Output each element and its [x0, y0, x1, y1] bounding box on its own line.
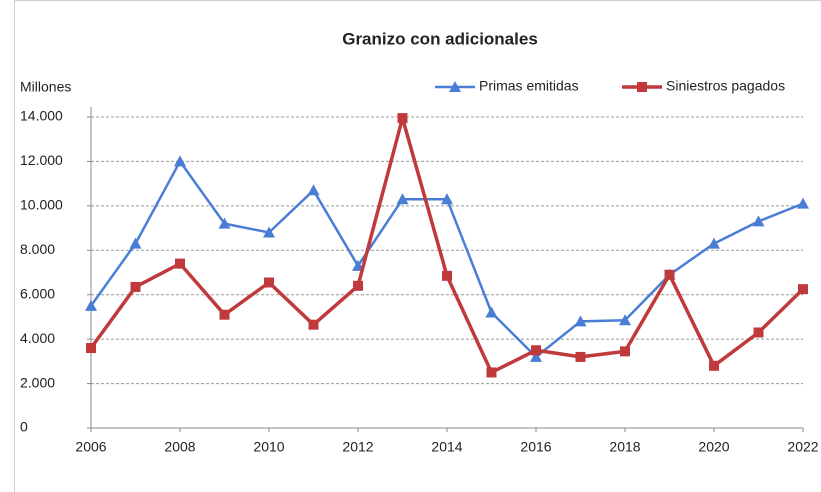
marker — [753, 327, 764, 338]
marker — [575, 351, 586, 362]
y-tick-label: 0 — [20, 419, 28, 435]
legend-label: Primas emitidas — [479, 78, 579, 94]
marker — [264, 277, 274, 288]
marker — [442, 270, 452, 281]
chart-title: Granizo con adicionales — [342, 29, 538, 48]
y-tick-label: 2.000 — [20, 374, 55, 390]
x-tick-label: 2008 — [164, 439, 195, 455]
marker — [441, 193, 453, 205]
y-tick-label: 4.000 — [20, 330, 55, 346]
marker — [353, 280, 363, 291]
x-tick-label: 2012 — [342, 439, 373, 455]
marker — [86, 343, 96, 354]
y-tick-label: 10.000 — [20, 197, 63, 213]
marker — [218, 217, 231, 229]
y-tick-label: 8.000 — [20, 241, 55, 257]
x-tick-label: 2006 — [75, 439, 106, 455]
marker — [307, 184, 320, 196]
marker — [485, 306, 498, 318]
marker — [308, 319, 319, 330]
y-axis-label: Millones — [20, 79, 71, 95]
x-tick-label: 2010 — [253, 439, 284, 455]
marker — [797, 197, 809, 209]
marker — [664, 269, 675, 280]
marker — [752, 215, 765, 227]
marker — [798, 284, 808, 295]
y-tick-label: 6.000 — [20, 285, 55, 301]
legend-label: Siniestros pagados — [666, 78, 785, 94]
marker — [574, 315, 587, 327]
marker — [530, 350, 542, 362]
x-tick-label: 2018 — [609, 439, 640, 455]
marker — [486, 367, 497, 378]
marker — [397, 113, 408, 124]
marker — [637, 82, 647, 92]
marker — [620, 346, 630, 357]
marker — [130, 281, 141, 292]
marker — [263, 226, 275, 238]
x-tick-label: 2016 — [520, 439, 551, 455]
marker — [708, 237, 720, 249]
marker — [619, 314, 631, 326]
marker — [531, 345, 541, 356]
marker — [85, 299, 97, 311]
marker — [219, 309, 230, 320]
x-tick-label: 2020 — [698, 439, 729, 455]
x-tick-label: 2014 — [431, 439, 462, 455]
marker — [449, 81, 461, 92]
y-tick-label: 12.000 — [20, 152, 63, 168]
x-tick-label: 2022 — [787, 439, 818, 455]
marker — [174, 155, 186, 167]
marker — [175, 258, 185, 269]
y-tick-label: 14.000 — [20, 108, 63, 124]
marker — [129, 237, 142, 249]
chart-frame — [14, 0, 821, 492]
marker — [709, 360, 719, 371]
marker — [396, 193, 409, 205]
